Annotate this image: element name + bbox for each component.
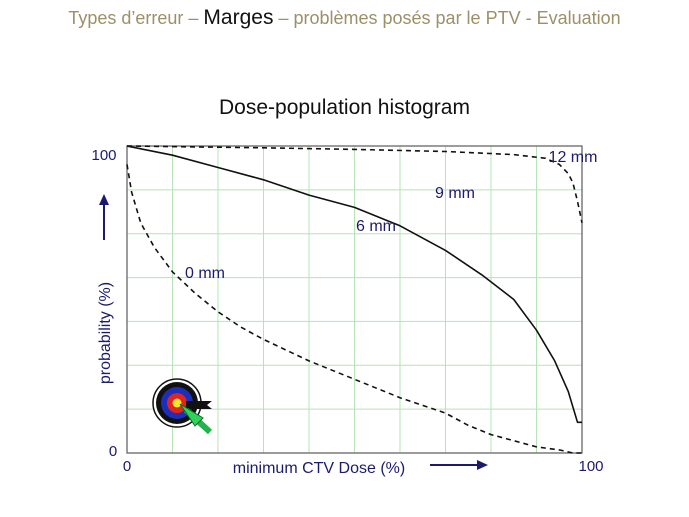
curves — [126, 145, 583, 454]
series-line-0 — [126, 164, 582, 454]
x-tick-0: 0 — [123, 458, 131, 475]
series-line-1 — [126, 145, 582, 424]
curve-label-3: 12 mm — [549, 149, 598, 166]
y-tick-100: 100 — [91, 147, 116, 164]
plot-frame — [126, 145, 583, 454]
x-axis-label: minimum CTV Dose (%) — [233, 460, 405, 477]
curve-label-2: 9 mm — [435, 185, 475, 202]
x-tick-100: 100 — [578, 458, 603, 475]
arrow-icon — [179, 401, 213, 435]
header-suffix: – problèmes posés par le PTV - Evaluatio… — [273, 8, 621, 28]
y-axis-label: probability (%) — [97, 282, 114, 384]
header-emphasis: Marges — [203, 6, 274, 29]
chart-grid — [127, 146, 582, 453]
labels: 100 00 100 minimum CTV Dose (%) probability … — [91, 147, 603, 477]
curve-label-1: 6 mm — [356, 218, 396, 235]
y-tick-0: 0 — [109, 443, 117, 460]
header-prefix: Types d’erreur – — [68, 8, 204, 28]
curve-label-0: 0 mm — [185, 265, 225, 282]
slide-header: Types d’erreur – Marges – problèmes posé… — [0, 6, 689, 30]
x-axis-arrow — [430, 460, 488, 470]
y-axis-arrow — [99, 194, 109, 240]
chart-title: Dose-population histogram — [219, 96, 470, 119]
series-line-3 — [126, 145, 583, 223]
